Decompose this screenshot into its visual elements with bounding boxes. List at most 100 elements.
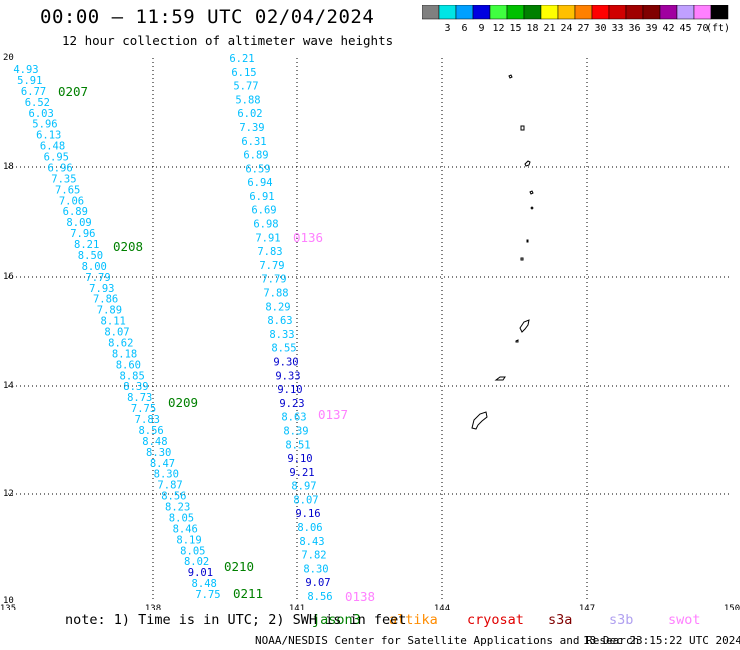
wave-height-value: 5.77 <box>233 81 258 93</box>
wave-height-value: 7.79 <box>261 274 286 286</box>
wave-height-value: 7.87 <box>157 480 182 492</box>
wave-height-value: 8.62 <box>108 337 133 349</box>
longitude-tick-label: 135 <box>0 604 16 610</box>
colorbar-unit: (ft) <box>706 23 730 34</box>
satellite-legend-jason3: jason3 <box>312 612 361 628</box>
longitude-tick-label: 150 <box>724 604 740 610</box>
colorbar-tick-label: 24 <box>560 23 572 34</box>
wave-height-value: 8.85 <box>120 370 145 382</box>
wave-height-tracks: 4.935.916.776.526.035.966.136.486.956.96… <box>13 53 332 603</box>
colorbar-tick-label: 18 <box>526 23 538 34</box>
wave-height-value: 7.88 <box>263 288 288 300</box>
wave-height-value: 7.83 <box>257 246 282 258</box>
latitude-tick-label: 10 <box>3 596 14 606</box>
island-shape <box>519 319 530 333</box>
colorbar-tick-label: 3 <box>444 23 450 34</box>
colorbar-tick-label: 42 <box>662 23 674 34</box>
wave-height-value: 7.89 <box>97 305 122 317</box>
pass-label: 0210 <box>224 559 254 574</box>
wave-height-value: 8.46 <box>173 523 198 535</box>
wave-height-value: 6.69 <box>251 205 276 217</box>
colorbar-tick-label: 70 <box>696 23 708 34</box>
wave-height-value: 7.91 <box>255 232 280 244</box>
pass-label: 0207 <box>58 84 88 99</box>
wave-height-value: 9.16 <box>295 508 320 520</box>
wave-height-colorbar: 3 6 9 12 15 18 21 24 27 30 33 36 39 42 45 70(ft) <box>422 5 730 34</box>
colorbar-tick-label: 21 <box>543 23 555 34</box>
satellite-legend-cryosat: cryosat <box>467 612 524 628</box>
wave-height-value: 8.63 <box>267 315 292 327</box>
wave-height-value: 8.56 <box>161 491 186 503</box>
map-grid: 135 138 141 144 147 150 20 18 16 14 12 10 <box>0 53 740 610</box>
longitude-tick-label: 138 <box>145 604 161 610</box>
satellite-legend-swot: swot <box>668 612 701 628</box>
colorbar-tick-label: 36 <box>628 23 640 34</box>
colorbar-tick-label: 33 <box>611 23 623 34</box>
wave-height-value: 5.96 <box>32 119 57 131</box>
island-shape <box>524 160 531 167</box>
wave-height-value: 7.65 <box>55 184 80 196</box>
pass-label: 0138 <box>345 589 375 604</box>
latitude-tick-label: 14 <box>3 381 14 391</box>
wave-height-value: 7.79 <box>259 260 284 272</box>
satellite-legend-s3b: s3b <box>609 612 634 628</box>
wave-height-value: 8.11 <box>101 316 126 328</box>
island-outlines <box>471 74 534 430</box>
longitude-tick-label: 144 <box>434 604 450 610</box>
wave-height-value: 6.77 <box>21 86 46 98</box>
wave-height-value: 6.02 <box>237 108 262 120</box>
island-shape <box>520 125 525 131</box>
pass-label: 0209 <box>168 395 198 410</box>
wave-height-value: 8.18 <box>112 348 137 360</box>
wave-height-value: 6.89 <box>243 150 268 162</box>
island-shape <box>494 376 506 381</box>
wave-height-value: 8.39 <box>123 381 148 393</box>
wave-height-value: 9.07 <box>305 577 330 589</box>
wave-height-value: 8.48 <box>192 578 217 590</box>
wave-height-value: 8.60 <box>116 359 141 371</box>
wave-height-value: 4.93 <box>13 64 38 76</box>
generated-timestamp: 13 Dec 23:15:22 UTC 2024 <box>583 634 740 647</box>
wave-height-value: 8.55 <box>271 343 296 355</box>
wave-height-value: 6.52 <box>25 97 50 109</box>
wave-height-value: 8.30 <box>154 469 179 481</box>
wave-height-value: 6.95 <box>44 152 69 164</box>
note: note: 1) Time is in UTC; 2) SWH is in fe… <box>65 612 407 628</box>
wave-height-value: 8.29 <box>265 301 290 313</box>
wave-height-value: 9.10 <box>287 453 312 465</box>
wave-height-value: 7.83 <box>135 414 160 426</box>
wave-height-value: 8.05 <box>169 512 194 524</box>
latitude-tick-label: 18 <box>3 162 14 172</box>
wave-height-value: 6.96 <box>47 162 72 174</box>
pass-label: 0211 <box>233 586 263 601</box>
wave-height-value: 8.73 <box>127 392 152 404</box>
island-shape <box>508 74 513 79</box>
satellite-legend-altika: altika <box>389 612 438 628</box>
wave-height-value: 9.30 <box>273 356 298 368</box>
wave-height-value: 9.21 <box>289 467 314 479</box>
wave-height-value: 8.02 <box>184 556 209 568</box>
island-shape <box>529 190 534 195</box>
wave-height-value: 8.39 <box>283 425 308 437</box>
wave-height-value: 8.00 <box>82 261 107 273</box>
pass-label: 0137 <box>318 407 348 422</box>
wave-height-value: 5.88 <box>235 94 260 106</box>
pass-labels: 0207 0208 0209 0210 0211 0136 0137 0138 <box>58 84 375 604</box>
wave-height-value: 8.97 <box>291 481 316 493</box>
island-shape <box>520 257 524 261</box>
colorbar-tick-label: 45 <box>679 23 691 34</box>
satellite-legend-s3a: s3a <box>548 612 573 628</box>
wave-height-value: 8.48 <box>142 436 167 448</box>
wave-height-value: 6.94 <box>247 177 272 189</box>
wave-height-value: 6.03 <box>29 108 54 120</box>
wave-height-value: 8.51 <box>285 439 310 451</box>
latitude-tick-label: 20 <box>3 53 14 63</box>
wave-height-value: 6.31 <box>241 136 266 148</box>
wave-height-value: 9.33 <box>275 370 300 382</box>
wave-height-value: 8.50 <box>78 250 103 262</box>
longitude-tick-label: 147 <box>579 604 595 610</box>
wave-height-value: 7.96 <box>70 228 95 240</box>
pass-label: 0208 <box>113 239 143 254</box>
satellite-legend: jason3 altika cryosat s3a s3b swot <box>0 612 740 630</box>
